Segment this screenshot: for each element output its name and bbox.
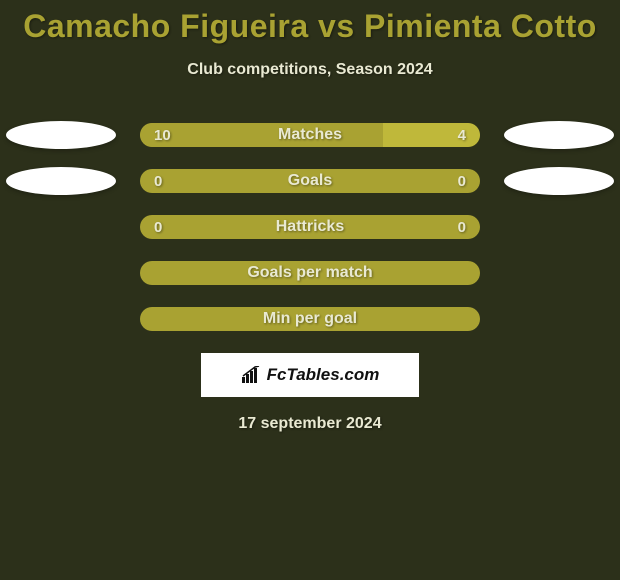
stat-bar: Hattricks0 0 [140, 215, 480, 239]
stat-value-left: 10 [154, 127, 171, 144]
stat-rows: Matches104Goals00Hattricks00Goals per ma… [0, 123, 620, 331]
stat-row: Min per goal [0, 307, 620, 331]
stat-value-left: 0 [154, 173, 162, 190]
stat-label: Hattricks [140, 218, 480, 236]
stat-row: Goals per match [0, 261, 620, 285]
player-badge-right [504, 121, 614, 149]
logo-box: FcTables.com [201, 353, 419, 397]
stat-bar: Goals per match [140, 261, 480, 285]
stat-value-right: 0 [458, 173, 466, 190]
stat-row: Goals0 0 [0, 169, 620, 193]
logo-text: FcTables.com [267, 365, 380, 385]
stat-bar: Matches10 4 [140, 123, 480, 147]
player-badge-left [6, 167, 116, 195]
stat-value-right: 0 [458, 219, 466, 236]
stat-row: Matches10 4 [0, 123, 620, 147]
page-title: Camacho Figueira vs Pimienta Cotto [0, 0, 620, 45]
player-badge-left [6, 121, 116, 149]
stat-value-left: 0 [154, 219, 162, 236]
stat-row: Hattricks0 0 [0, 215, 620, 239]
stat-label: Min per goal [140, 310, 480, 328]
stat-label: Goals per match [140, 264, 480, 282]
chart-icon [241, 366, 263, 384]
player-badge-right [504, 167, 614, 195]
comparison-infographic: Camacho Figueira vs Pimienta Cotto Club … [0, 0, 620, 580]
stat-bar: Min per goal [140, 307, 480, 331]
stat-bar: Goals0 0 [140, 169, 480, 193]
stat-label: Matches [140, 126, 480, 144]
stat-value-right: 4 [458, 127, 466, 144]
subtitle: Club competitions, Season 2024 [0, 61, 620, 79]
stat-label: Goals [140, 172, 480, 190]
date-text: 17 september 2024 [0, 415, 620, 433]
